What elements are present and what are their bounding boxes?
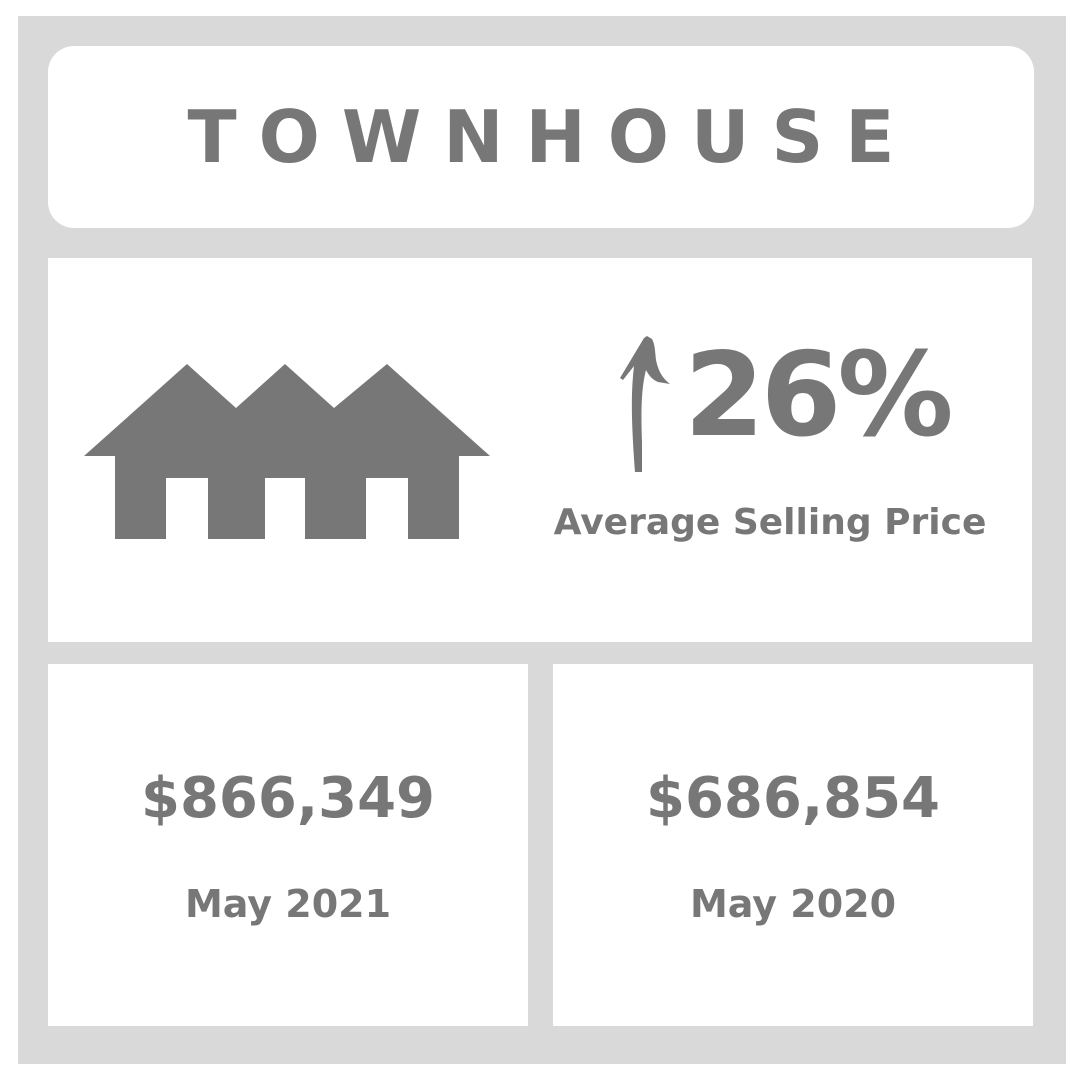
header-panel: TOWNHOUSE [48,46,1034,228]
price-card-current: $866,349 May 2021 [48,664,528,1026]
price-value: $866,349 [140,766,436,831]
page-title: TOWNHOUSE [187,95,917,179]
price-period: May 2021 [184,882,392,926]
price-value: $686,854 [645,766,941,831]
percent-change-value: 26% [684,328,954,463]
stat-panel: 26% Average Selling Price [48,258,1032,642]
stat-label: Average Selling Price [553,502,987,543]
arrow-up-icon [620,336,670,472]
price-period: May 2020 [689,882,897,926]
stat-group: 26% Average Selling Price [548,328,992,554]
price-card-previous: $686,854 May 2020 [553,664,1033,1026]
townhouse-icon [84,364,490,539]
